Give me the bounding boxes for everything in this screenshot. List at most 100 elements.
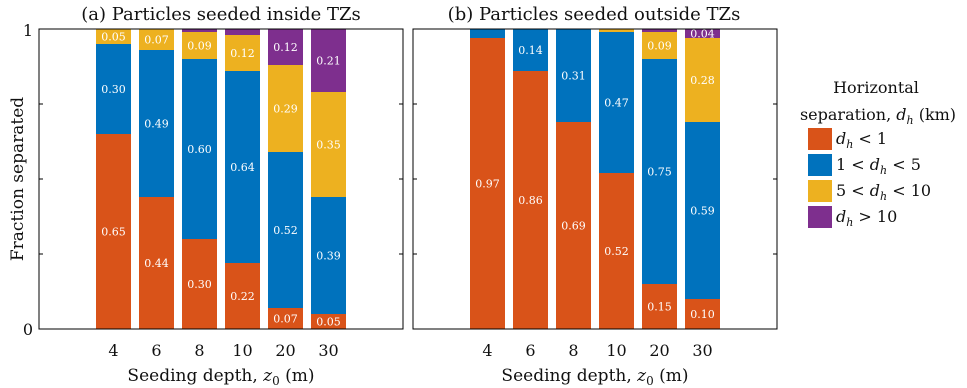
panel-b-xtick-6: 6	[525, 341, 535, 360]
panel-a-bar-10-series-1	[225, 71, 260, 263]
legend-swatch-2	[808, 180, 832, 202]
panel-b-bar-4-series-1	[470, 29, 505, 38]
panel-a-bar-6-series-2	[139, 29, 174, 50]
panel-b-xtick-4: 4	[482, 341, 492, 360]
legend-title-line-2: separation, dh​ (km)	[800, 105, 956, 127]
panel-a-bar-4-series-0	[96, 134, 131, 329]
panel-a-title: (a) Particles seeded inside TZs	[81, 4, 361, 25]
panel-a-label-30-series-3: 0.21	[316, 55, 341, 68]
panel-b-label-6-series-1: 0.14	[518, 44, 543, 57]
legend-swatch-0	[808, 128, 832, 150]
panel-b-bar-10-series-2	[599, 29, 634, 32]
panel-b-bar-20-series-1	[642, 59, 677, 284]
panel-b-label-10-series-0: 0.52	[604, 245, 629, 258]
panel-b-label-30-series-0: 0.10	[690, 308, 715, 321]
panel-b-bar-30-series-1	[685, 122, 720, 299]
panel-b-xtick-20: 20	[649, 341, 669, 360]
panel-b-bar-20-series-3	[642, 29, 677, 32]
panel-a-bar-20-series-1	[268, 152, 303, 308]
panel-a-bars: 0.65 0.30 0.05 0.44 0.49 0.07 0.30 0.60 0.09 0.22…	[96, 29, 346, 329]
panel-a-label-10-series-2: 0.12	[230, 47, 255, 60]
panel-b-label-20-series-2: 0.09	[647, 40, 672, 53]
panel-a-bar-30-series-1	[311, 197, 346, 314]
panel-b-bar-20-series-0	[642, 284, 677, 329]
legend-title-line-1: Horizontal	[833, 78, 919, 97]
panel-b-label-30-series-1: 0.59	[690, 205, 715, 218]
legend-swatch-3	[808, 206, 832, 228]
panel-b-bar-6-series-0	[513, 71, 548, 329]
panel-a: (a) Particles seeded inside TZs 0.65 0.30…	[8, 4, 404, 388]
panel-a-bar-8-series-2	[182, 32, 217, 59]
panel-a-xtick-4: 4	[108, 341, 118, 360]
panel-b-label-4-series-0: 0.97	[475, 178, 500, 191]
panel-a-bar-10-series-0	[225, 263, 260, 329]
panel-a-xlabel-sub: 0	[272, 374, 280, 388]
panel-a-label-20-series-1: 0.52	[273, 224, 298, 237]
panel-a-label-30-series-0: 0.05	[316, 316, 341, 329]
panel-b-bar-8-series-0	[556, 122, 591, 329]
legend-items: dh​ < 1 1 < dh​ < 5 5 < dh​ < 10 dh​ > 10	[808, 128, 931, 229]
panel-a-label-20-series-2: 0.29	[273, 103, 298, 116]
panel-b-label-10-series-1: 0.47	[604, 97, 629, 110]
panel-b-bars: 0.97 0.86 0.14 0.69 0.31 0.52 0.47 0.15 0.75 0.09…	[470, 28, 720, 329]
panel-b-title: (b) Particles seeded outside TZs	[448, 4, 741, 25]
panel-a-label-20-series-0: 0.07	[273, 313, 298, 326]
panel-a-label-10-series-1: 0.64	[230, 161, 255, 174]
panel-a-xtick-30: 30	[318, 341, 338, 360]
panel-a-bar-20-series-0	[268, 308, 303, 329]
panel-b-bar-30-series-0	[685, 299, 720, 329]
panel-b-bar-10-series-1	[599, 32, 634, 173]
panel-a-xtick-20: 20	[275, 341, 295, 360]
legend-label-1: 1 < dh​ < 5	[836, 155, 921, 177]
panel-b-xlabel-unit: (m)	[654, 366, 689, 386]
panel-a-label-8-series-1: 0.60	[187, 143, 212, 156]
panel-a-bar-10-series-3	[225, 29, 260, 35]
panel-a-ylabel: Fraction separated	[8, 97, 28, 261]
panel-b-label-20-series-1: 0.75	[647, 166, 672, 179]
panel-a-label-8-series-2: 0.09	[187, 40, 212, 53]
panel-a-bar-10-series-2	[225, 35, 260, 71]
panel-a-xtick-10: 10	[232, 341, 252, 360]
panel-b-xlabel-sub: 0	[646, 374, 654, 388]
panel-a-bar-4-series-1	[96, 44, 131, 134]
panel-b-bar-10-series-0	[599, 173, 634, 329]
panel-b-x-tick-labels: 4 6 8 10 20 30	[482, 341, 712, 360]
panel-b-bar-30-series-2	[685, 38, 720, 122]
panel-b-label-8-series-1: 0.31	[561, 70, 586, 83]
panel-a-label-6-series-2: 0.07	[144, 34, 169, 47]
panel-a-label-4-series-1: 0.30	[101, 83, 126, 96]
panel-b-label-30-series-2: 0.28	[690, 74, 715, 87]
panel-b-frame	[412, 28, 778, 330]
panel-a-bar-30-series-3	[311, 29, 346, 92]
legend-label-3: dh​ > 10	[836, 207, 897, 229]
legend-label-2: 5 < dh​ < 10	[836, 181, 931, 203]
panel-a-label-6-series-1: 0.49	[144, 118, 169, 131]
panel-a-xlabel-pre: Seeding depth,	[127, 366, 263, 386]
panel-a-xtick-6: 6	[151, 341, 161, 360]
panel-b-xlabel: Seeding depth, z0 (m)	[501, 366, 688, 388]
panel-a-xlabel-unit: (m)	[280, 366, 315, 386]
panel-b-bar-6-series-1	[513, 29, 548, 71]
panel-b-xtick-10: 10	[606, 341, 626, 360]
panel-a-xlabel-var: z	[262, 366, 273, 386]
panel-a-label-30-series-1: 0.39	[316, 250, 341, 263]
panel-a-xtick-8: 8	[194, 341, 204, 360]
legend-label-0: dh​ < 1	[836, 129, 887, 151]
panel-a-xlabel: Seeding depth, z0 (m)	[127, 366, 314, 388]
panel-a-label-30-series-2: 0.35	[316, 139, 341, 152]
panel-a-bar-8-series-3	[182, 29, 217, 32]
panel-a-bar-6-series-1	[139, 50, 174, 197]
panel-b-label-6-series-0: 0.86	[518, 194, 543, 207]
panel-b-label-8-series-0: 0.69	[561, 220, 586, 233]
panel-a-bar-20-series-2	[268, 65, 303, 152]
panel-b-xlabel-pre: Seeding depth,	[501, 366, 637, 386]
panel-a-label-6-series-0: 0.44	[144, 257, 169, 270]
panel-a-bar-30-series-0	[311, 314, 346, 329]
panel-b-label-20-series-0: 0.15	[647, 301, 672, 314]
panel-a-label-4-series-2: 0.05	[101, 31, 126, 44]
panel-a-bar-20-series-3	[268, 29, 303, 65]
panel-a-frame	[38, 28, 404, 330]
panel-a-bar-4-series-2	[96, 29, 131, 44]
legend: Horizontal separation, dh​ (km) dh​ < 1 1…	[800, 78, 956, 229]
